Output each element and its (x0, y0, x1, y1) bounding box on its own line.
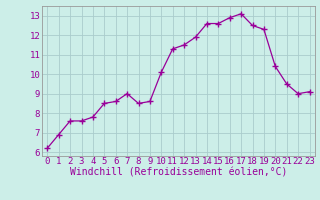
X-axis label: Windchill (Refroidissement éolien,°C): Windchill (Refroidissement éolien,°C) (70, 168, 287, 178)
